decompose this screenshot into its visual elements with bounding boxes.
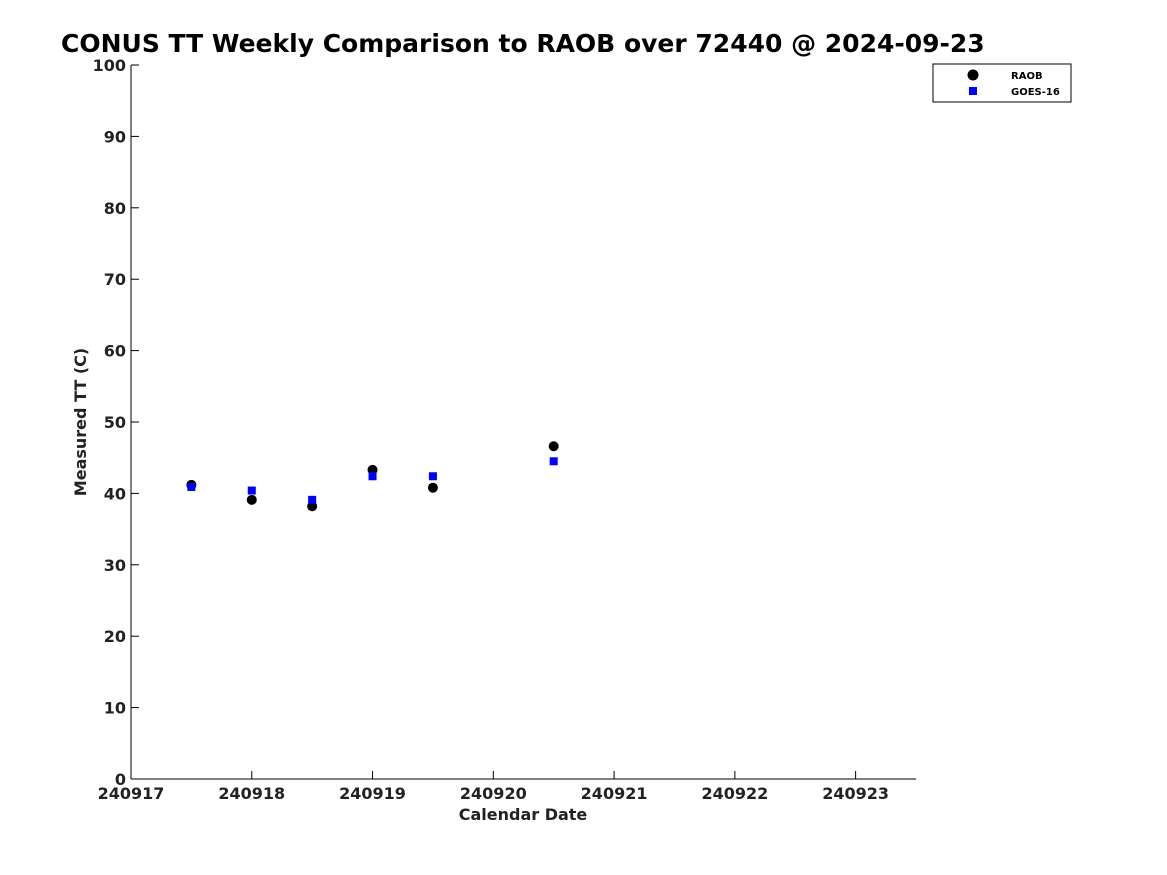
point-goes-16 <box>428 472 437 481</box>
point-raob <box>427 482 438 493</box>
y-tick-label: 10 <box>104 699 126 718</box>
y-tick-label: 40 <box>104 484 126 503</box>
point-raob <box>548 441 559 452</box>
y-axis-ticks: 0 10 20 30 40 50 60 70 80 90 100 <box>93 56 139 789</box>
y-axis-label: Measured TT (C) <box>71 348 90 496</box>
point-raob <box>246 494 257 505</box>
legend-label-raob: RAOB <box>1011 71 1043 82</box>
legend-marker-goes-16 <box>969 87 977 95</box>
y-tick-label: 90 <box>104 127 126 146</box>
legend-marker-raob <box>967 69 979 81</box>
y-tick-label: 100 <box>93 56 126 75</box>
point-goes-16 <box>187 482 196 491</box>
x-axis-label: Calendar Date <box>459 805 588 824</box>
axes <box>130 65 916 780</box>
x-tick-label: 240919 <box>339 784 406 803</box>
y-tick-label: 70 <box>104 270 126 289</box>
x-tick-label: 240917 <box>98 784 165 803</box>
x-axis-ticks: 240917 240918 240919 240920 240921 240922 2409… <box>98 771 889 803</box>
point-goes-16 <box>247 486 256 495</box>
y-tick-label: 80 <box>104 199 126 218</box>
point-goes-16 <box>549 457 558 466</box>
y-tick-label: 20 <box>104 627 126 646</box>
x-tick-label: 240920 <box>460 784 527 803</box>
data-points <box>186 441 559 512</box>
x-tick-label: 240922 <box>701 784 768 803</box>
y-tick-label: 60 <box>104 342 126 361</box>
x-tick-label: 240918 <box>218 784 285 803</box>
chart-title: CONUS TT Weekly Comparison to RAOB over … <box>61 29 985 58</box>
legend-box <box>932 63 1072 103</box>
point-goes-16 <box>308 495 317 504</box>
legend: RAOB GOES-16 <box>932 63 1072 103</box>
y-tick-label: 30 <box>104 556 126 575</box>
y-tick-label: 50 <box>104 413 126 432</box>
point-goes-16 <box>368 472 377 481</box>
x-tick-label: 240921 <box>581 784 648 803</box>
y-tick-label: 0 <box>115 770 126 789</box>
x-tick-label: 240923 <box>822 784 889 803</box>
legend-label-goes-16: GOES-16 <box>1011 87 1060 98</box>
